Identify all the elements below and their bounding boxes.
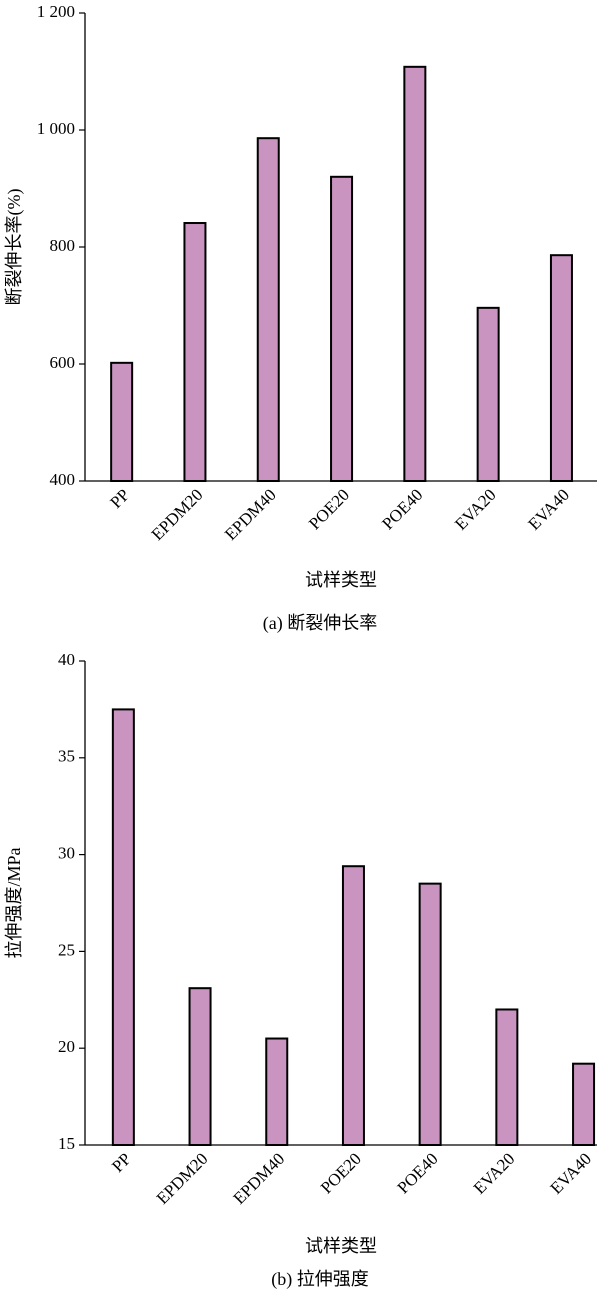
- x-axis-title: 试样类型: [305, 1236, 377, 1256]
- y-tick-label: 1 200: [37, 2, 75, 21]
- y-tick-label: 30: [58, 844, 75, 863]
- x-tick-label: EVA20: [470, 1149, 519, 1198]
- y-axis-title: 拉伸强度/MPa: [4, 847, 24, 958]
- y-tick-label: 25: [58, 940, 75, 959]
- bar: [495, 1008, 519, 1146]
- y-tick-label: 400: [50, 470, 76, 489]
- y-tick-label: 20: [58, 1037, 75, 1056]
- x-tick-label: POE20: [305, 485, 353, 533]
- bar: [256, 137, 280, 482]
- caption: (a) 断裂伸长率: [263, 613, 377, 634]
- x-tick-label: POE20: [317, 1149, 365, 1197]
- x-tick-label: POE40: [378, 485, 426, 533]
- x-tick-label: EVA40: [524, 485, 573, 534]
- x-tick-label: POE40: [394, 1149, 442, 1197]
- x-tick-label: EVA20: [451, 485, 500, 534]
- x-tick-label: EPDM20: [153, 1149, 212, 1208]
- bar: [476, 306, 500, 482]
- bar: [403, 65, 427, 482]
- y-tick-label: 35: [58, 747, 75, 766]
- x-tick-label: EVA40: [547, 1149, 596, 1198]
- x-tick-label: EPDM40: [229, 1149, 288, 1208]
- bar: [110, 361, 134, 482]
- x-tick-label: PP: [108, 1149, 135, 1176]
- y-tick-label: 15: [58, 1134, 75, 1153]
- bar: [265, 1037, 289, 1147]
- x-tick-label: EPDM20: [148, 485, 207, 544]
- bar: [549, 254, 573, 482]
- bar: [330, 175, 354, 483]
- bar: [183, 222, 207, 482]
- bar: [188, 987, 212, 1147]
- y-tick-label: 600: [50, 353, 76, 372]
- y-tick-label: 800: [50, 236, 76, 255]
- bar: [418, 882, 442, 1146]
- bar: [341, 865, 365, 1146]
- y-tick-label: 1 000: [37, 119, 75, 138]
- x-tick-label: PP: [106, 485, 133, 512]
- y-axis-title: 断裂伸长率(%): [4, 189, 25, 306]
- x-axis-title: 试样类型: [305, 570, 377, 590]
- y-tick-label: 40: [58, 650, 75, 669]
- bar: [572, 1062, 596, 1146]
- x-tick-label: EPDM40: [221, 485, 280, 544]
- bar: [111, 708, 135, 1147]
- caption: (b) 拉伸强度: [271, 1269, 369, 1290]
